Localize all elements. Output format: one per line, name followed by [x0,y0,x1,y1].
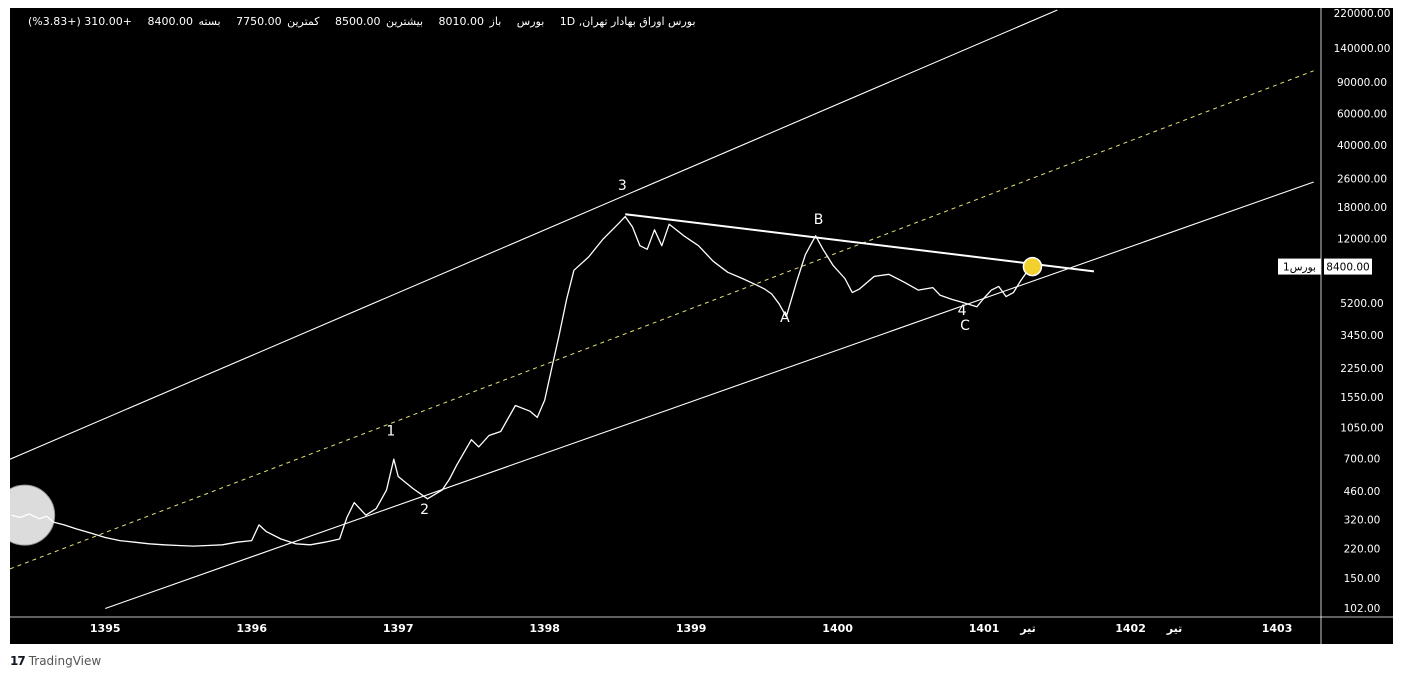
y-tick-label: 90000.00 [1337,77,1387,89]
wave-label-2: 2 [420,502,429,518]
x-tick-label: 1396 [236,622,267,635]
legend-change: +310.00 (+3.83%) [28,15,132,28]
price-badge-label: بورس1 [1283,262,1316,274]
price-series-line [11,215,1033,547]
y-tick-label: 3450.00 [1340,330,1383,342]
plot-area: 3 1 2 B A 4C [10,9,1314,610]
y-tick-label: 140000.00 [1334,43,1391,55]
legend-high: 8500.00 [335,15,381,28]
y-tick-label: 102.00 [1344,603,1381,615]
y-tick-label: 40000.00 [1337,140,1387,152]
x-tick-label: 1400 [822,622,853,635]
footer: 17 TradingView [10,654,101,668]
ohlc-legend: بورس اوراق بهادار تهران, 1D بورس باز 801… [16,15,696,28]
tradingview-brand[interactable]: TradingView [28,654,102,668]
y-tick-label: 220.00 [1344,543,1381,555]
tradingview-logo-icon[interactable]: 17 [10,654,26,668]
legend-close-label: بسته [198,15,221,28]
legend-open-label: باز [489,15,502,28]
y-tick-label: 12000.00 [1337,233,1387,245]
wave-label-c: C [960,318,970,334]
x-tick-label: تیر [1019,622,1035,635]
x-tick-label: 1399 [676,622,707,635]
channel-upper-line [10,9,1058,460]
price-badge-value: 8400.00 [1326,262,1369,274]
resistance-line [625,213,1095,273]
x-tick-label: 1398 [529,622,560,635]
wave-label-1: 1 [386,424,395,440]
x-tick-label: تیر [1166,622,1182,635]
y-tick-label: 1050.00 [1340,422,1383,434]
price-badge-label-box [1278,258,1321,275]
wave-label-a: A [780,310,790,326]
y-tick-label: 320.00 [1344,514,1381,526]
legend-high-label: بیشترین [386,15,424,28]
chart-svg[interactable]: 3 1 2 B A 4C 220000.00 140000.00 90000.00 60000.0… [10,8,1393,644]
y-tick-label: 460.00 [1344,486,1381,498]
y-tick-label: 1550.00 [1340,392,1383,404]
legend-exchange: بورس [516,15,545,28]
y-tick-label: 26000.00 [1337,173,1387,185]
x-tick-label: 1402 [1115,622,1146,635]
y-tick-label: 60000.00 [1337,109,1387,121]
wave-label-4: 4 [958,303,967,319]
wave-label-3: 3 [618,178,627,194]
y-tick-label: 2250.00 [1340,363,1383,375]
channel-lower-line [105,181,1314,610]
channel-mid-line [10,70,1314,570]
y-tick-label: 18000.00 [1337,202,1387,214]
chart-frame[interactable]: 3 1 2 B A 4 C 220000.00 140000.00 90000.00 60000.0… [10,8,1393,644]
legend-low-label: کمترین [287,15,320,28]
price-badge-box [1324,258,1372,275]
x-tick-label: 1401 [969,622,1000,635]
y-tick-label: 700.00 [1344,454,1381,466]
x-tick-label: 1397 [383,622,414,635]
x-tick-label: 1395 [90,622,121,635]
current-price-dot [1022,256,1043,277]
legend-symbol: بورس اوراق بهادار تهران, 1D [559,15,696,28]
x-tick-label: 1403 [1262,622,1293,635]
y-tick-label: 220000.00 [1334,8,1391,20]
y-tick-label: 150.00 [1344,573,1381,585]
legend-close: 8400.00 [147,15,193,28]
wave-label-b: B [814,212,824,228]
y-tick-label: 5200.00 [1340,298,1383,310]
legend-open: 8010.00 [438,15,485,28]
legend-low: 7750.00 [236,15,282,28]
